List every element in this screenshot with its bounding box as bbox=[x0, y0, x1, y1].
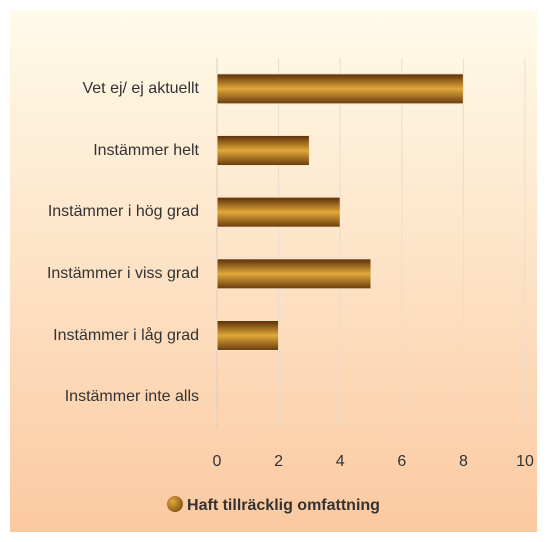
x-tick-label: 4 bbox=[336, 453, 345, 470]
legend: Haft tillräcklig omfattning bbox=[0, 496, 547, 515]
x-tick-label: 10 bbox=[516, 453, 534, 470]
y-tick-label: Instämmer i låg grad bbox=[53, 326, 199, 344]
x-tick-label: 6 bbox=[397, 453, 406, 470]
x-tick-label: 0 bbox=[213, 453, 222, 470]
legend-label: Haft tillräcklig omfattning bbox=[187, 497, 380, 514]
y-tick-label: Instämmer inte alls bbox=[64, 388, 199, 406]
bar bbox=[216, 320, 280, 351]
x-tick-label: 2 bbox=[274, 453, 283, 470]
y-tick-label: Instämmer i viss grad bbox=[46, 264, 199, 282]
bar bbox=[216, 196, 341, 228]
y-tick-label: Instämmer i hög grad bbox=[47, 203, 199, 221]
legend-marker bbox=[167, 496, 184, 512]
bar bbox=[216, 258, 372, 290]
y-tick-label: Instämmer helt bbox=[93, 141, 199, 159]
x-tick-label: 8 bbox=[459, 453, 468, 470]
bar bbox=[216, 135, 310, 166]
y-tick-label: Vet ej/ ej aktuellt bbox=[82, 79, 199, 97]
bar bbox=[216, 73, 464, 105]
